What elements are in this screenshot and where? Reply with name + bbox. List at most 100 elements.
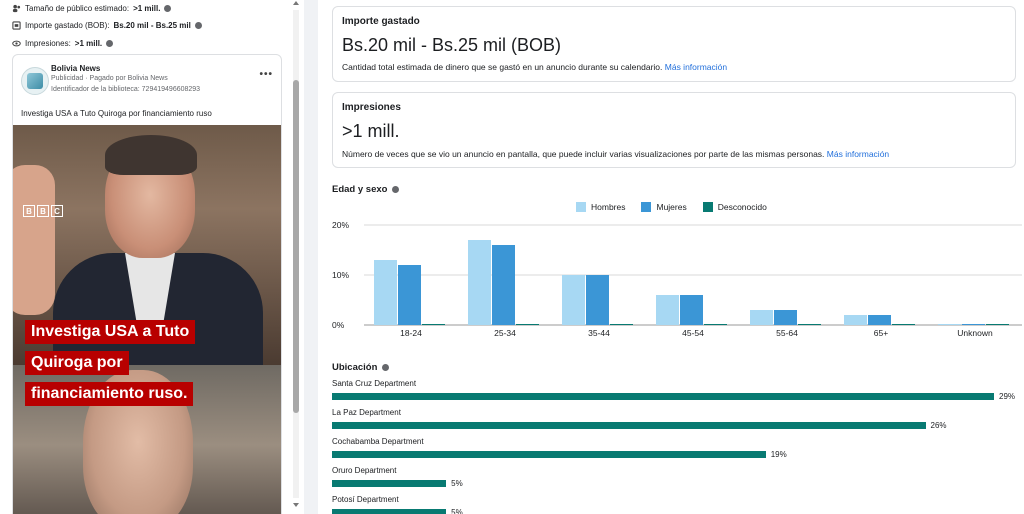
chart-legend: Hombres Mujeres Desconocido — [576, 202, 767, 212]
legend-label: Hombres — [591, 202, 626, 212]
amount-spent-row: Importe gastado (BOB): Bs.20 mil - Bs.25… — [12, 18, 202, 32]
left-scrollbar[interactable] — [291, 0, 301, 514]
bbc-logo: B B C — [23, 205, 63, 217]
bar-desconocido-25-34[interactable] — [516, 324, 539, 325]
location-label: Cochabamba Department — [332, 437, 424, 446]
video-caption-line: Quiroga por — [25, 351, 129, 375]
bar-desconocido-35-44[interactable] — [610, 324, 633, 325]
bar-desconocido-18-24[interactable] — [422, 324, 445, 325]
info-icon[interactable] — [106, 39, 114, 47]
ad-body-text: Investiga USA a Tuto Quiroga por financi… — [21, 109, 212, 118]
x-tick-label: 35-44 — [588, 328, 610, 338]
more-options-icon[interactable]: ••• — [259, 69, 273, 80]
audience-size-label: Tamaño de público estimado: — [25, 3, 130, 13]
location-bar[interactable] — [332, 393, 994, 400]
legend-item-mujeres[interactable]: Mujeres — [641, 202, 687, 212]
people-icon — [12, 4, 21, 12]
bbc-letter: B — [23, 205, 35, 217]
x-tick-label: 18-24 — [400, 328, 422, 338]
x-tick-label: 65+ — [874, 328, 888, 338]
more-info-link[interactable]: Más información — [664, 62, 728, 72]
location-label: La Paz Department — [332, 408, 401, 417]
bar-hombres-25-34[interactable] — [468, 240, 491, 325]
location-percent: 5% — [451, 508, 463, 514]
bar-hombres-65+[interactable] — [844, 315, 867, 325]
bar-desconocido-55-64[interactable] — [798, 324, 821, 325]
location-title: Ubicación — [332, 362, 390, 373]
location-bar[interactable] — [332, 480, 447, 487]
amount-spent-title: Importe gastado — [342, 16, 420, 27]
amount-spent-value: Bs.20 mil - Bs.25 mil (BOB) — [342, 35, 562, 55]
ad-preview-panel: Tamaño de público estimado: >1 mill. Imp… — [0, 0, 304, 514]
location-percent: 29% — [999, 392, 1016, 401]
video-caption-line: financiamiento ruso. — [25, 382, 194, 406]
bar-hombres-45-54[interactable] — [656, 295, 679, 325]
bar-mujeres-18-24[interactable] — [398, 265, 421, 325]
audience-size-value: >1 mill. — [133, 3, 161, 13]
bar-mujeres-55-64[interactable] — [774, 310, 797, 325]
location-label: Santa Cruz Department — [332, 379, 417, 388]
bar-hombres-35-44[interactable] — [562, 275, 585, 325]
bar-mujeres-35-44[interactable] — [586, 275, 609, 325]
ad-card: Bolivia News Publicidad · Pagado por Bol… — [12, 54, 282, 514]
bar-hombres-18-24[interactable] — [374, 260, 397, 325]
info-icon[interactable] — [164, 4, 172, 12]
bar-mujeres-unknown[interactable] — [962, 324, 985, 325]
x-tick-label: 45-54 — [682, 328, 704, 338]
bar-desconocido-65+[interactable] — [892, 324, 915, 325]
location-percent: 26% — [930, 421, 947, 430]
bar-hombres-55-64[interactable] — [750, 310, 773, 325]
location-title-text: Ubicación — [332, 362, 378, 373]
page-avatar[interactable] — [21, 67, 49, 95]
impressions-value: >1 mill. — [74, 38, 103, 48]
location-bar[interactable] — [332, 509, 447, 514]
amount-spent-value: Bs.20 mil - Bs.25 mil — [113, 20, 191, 30]
bar-desconocido-45-54[interactable] — [704, 324, 727, 325]
money-icon — [12, 20, 21, 30]
ad-header: Bolivia News Publicidad · Pagado por Bol… — [13, 55, 281, 101]
bar-mujeres-45-54[interactable] — [680, 295, 703, 325]
scrollbar-thumb[interactable] — [293, 80, 299, 413]
legend-swatch — [641, 202, 652, 212]
impressions-label: Impresiones: — [25, 38, 71, 48]
location-label: Potosí Department — [332, 495, 399, 504]
more-info-link[interactable]: Más información — [826, 149, 890, 159]
impressions-title: Impresiones — [342, 102, 401, 113]
info-icon[interactable] — [392, 186, 400, 193]
info-icon[interactable] — [382, 364, 390, 371]
page-name[interactable]: Bolivia News — [51, 64, 101, 73]
scroll-down-icon[interactable] — [293, 503, 299, 507]
location-percent: 19% — [770, 450, 787, 459]
scroll-up-icon[interactable] — [293, 1, 299, 5]
location-percent: 5% — [451, 479, 463, 488]
amount-spent-desc: Cantidad total estimada de dinero que se… — [342, 62, 727, 72]
legend-label: Desconocido — [717, 202, 767, 212]
audience-size-row: Tamaño de público estimado: >1 mill. — [12, 1, 172, 15]
age-gender-chart: 0% 10% 20% 18-24 25-34 35-44 45-54 55-64 65+ Unkn… — [332, 220, 1022, 338]
age-gender-title-text: Edad y sexo — [332, 184, 388, 195]
bar-desconocido-unknown[interactable] — [986, 324, 1009, 325]
impressions-row: Impresiones: >1 mill. — [12, 36, 114, 50]
eye-icon — [12, 40, 21, 46]
bar-mujeres-25-34[interactable] — [492, 245, 515, 325]
info-icon[interactable] — [194, 21, 202, 29]
legend-item-desconocido[interactable]: Desconocido — [702, 202, 767, 212]
y-tick-label: 10% — [332, 270, 349, 280]
x-tick-label: 55-64 — [776, 328, 798, 338]
ad-details-panel: Importe gastado Bs.20 mil - Bs.25 mil (B… — [318, 0, 1024, 514]
y-tick-label: 0% — [332, 320, 345, 330]
sponsored-label: Publicidad · Pagado por Bolivia News — [51, 75, 168, 82]
impressions-card: Impresiones >1 mill. Número de veces que… — [332, 92, 1016, 168]
bbc-letter: C — [51, 205, 63, 217]
impressions-desc-text: Número de veces que se vio un anuncio en… — [342, 149, 825, 159]
location-bar[interactable] — [332, 422, 926, 429]
bar-hombres-unknown[interactable] — [938, 324, 961, 325]
age-gender-title: Edad y sexo — [332, 184, 400, 195]
legend-label: Mujeres — [656, 202, 687, 212]
ad-video[interactable]: B B C Investiga USA a Tuto Quiroga por f… — [13, 125, 281, 514]
y-tick-label: 20% — [332, 220, 349, 230]
bar-mujeres-65+[interactable] — [868, 315, 891, 325]
legend-item-hombres[interactable]: Hombres — [576, 202, 625, 212]
x-tick-label: Unknown — [957, 328, 993, 338]
location-bar[interactable] — [332, 451, 766, 458]
